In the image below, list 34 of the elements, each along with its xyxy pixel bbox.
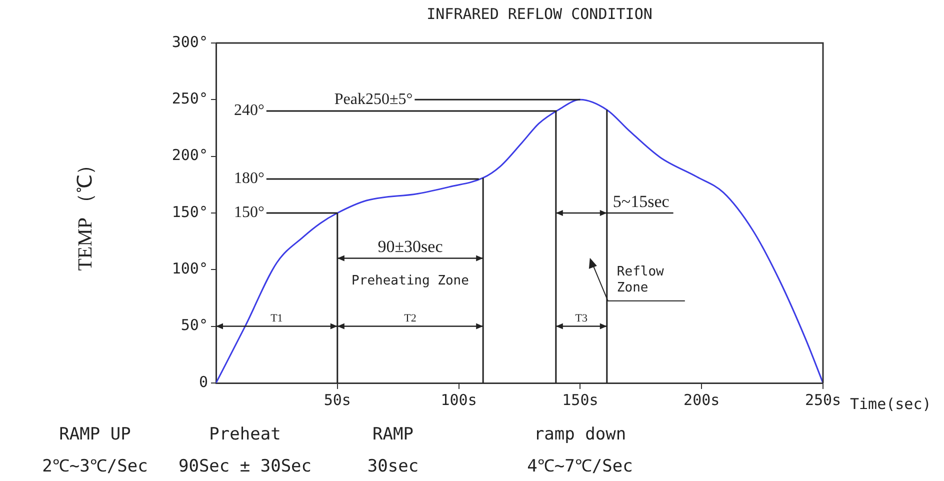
- ref-line-label: 240°: [234, 102, 264, 120]
- x-tick-label: 50s: [324, 390, 351, 409]
- text: 2℃~3℃/Sec: [42, 456, 148, 476]
- y-tick-label: 0: [198, 372, 208, 391]
- y-tick-label: 200°: [172, 146, 208, 164]
- text: RAMP: [372, 424, 414, 444]
- annotation: Reflow Zone: [616, 264, 664, 296]
- annotation: Preheating Zone: [352, 273, 470, 288]
- x-tick-label: 150s: [562, 390, 598, 409]
- y-tick-label: 150°: [172, 202, 208, 221]
- x-tick-label: 250s: [804, 390, 842, 409]
- x-tick-label: 200s: [684, 390, 720, 409]
- text: 4℃~7℃/Sec: [527, 456, 633, 476]
- text: 30sec: [367, 456, 419, 476]
- y-tick-label: 300°: [172, 32, 208, 51]
- ref-line-label: Peak250±5°: [334, 90, 413, 108]
- chart-title: INFRARED REFLOW CONDITION: [426, 4, 652, 23]
- text: 90Sec ± 30Sec: [178, 456, 312, 476]
- annotation: T1: [270, 312, 283, 325]
- text: RAMP UP: [59, 424, 131, 444]
- ref-line-label: 150°: [234, 204, 264, 222]
- annotation: 90±30sec: [378, 237, 444, 256]
- x-axis-title: Time(sec): [850, 394, 932, 413]
- y-tick-label: 250°: [172, 90, 208, 108]
- annotation: T2: [404, 312, 416, 325]
- y-axis-title: TEMP （℃）: [74, 155, 96, 271]
- x-tick-label: 100s: [440, 390, 477, 409]
- ref-line-label: 180°: [234, 170, 264, 188]
- y-tick-label: 100°: [172, 260, 208, 278]
- annotation: T3: [575, 312, 588, 325]
- text: Preheat: [209, 424, 281, 444]
- y-tick-label: 50°: [180, 316, 208, 334]
- annotation: 5~15sec: [612, 192, 670, 211]
- text: ramp down: [534, 424, 626, 444]
